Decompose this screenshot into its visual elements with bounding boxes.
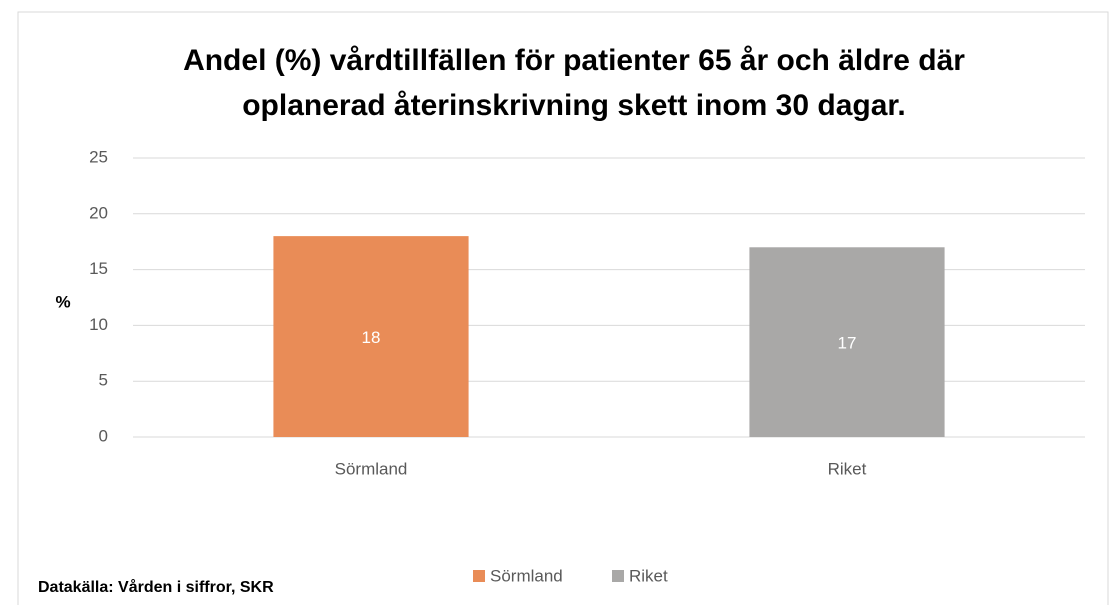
source: Datakälla: Vården i siffror, SKR bbox=[38, 578, 274, 596]
chart-title: Andel (%) vårdtillfällen för patienter 6… bbox=[183, 44, 965, 77]
legend-label: Sörmland bbox=[490, 566, 563, 585]
y-axis-label: % bbox=[55, 292, 70, 311]
y-tick-label: 15 bbox=[89, 259, 108, 278]
x-tick-label: Riket bbox=[828, 459, 867, 478]
y-tick-label: 0 bbox=[99, 426, 108, 445]
chart-border bbox=[17, 11, 1109, 605]
legend-swatch bbox=[473, 570, 485, 582]
data-label: 17 bbox=[838, 334, 857, 353]
y-tick-label: 20 bbox=[89, 203, 108, 222]
bar bbox=[273, 236, 469, 437]
bar bbox=[749, 247, 945, 437]
y-tick-label: 5 bbox=[99, 371, 108, 390]
data-label: 18 bbox=[362, 328, 381, 347]
legend-label: Riket bbox=[629, 566, 668, 585]
y-tick-label: 10 bbox=[89, 315, 108, 334]
y-tick-label: 25 bbox=[89, 147, 108, 166]
chart-title: oplanerad återinskrivning skett inom 30 … bbox=[242, 89, 906, 122]
x-tick-label: Sörmland bbox=[335, 459, 408, 478]
legend-swatch bbox=[612, 570, 624, 582]
